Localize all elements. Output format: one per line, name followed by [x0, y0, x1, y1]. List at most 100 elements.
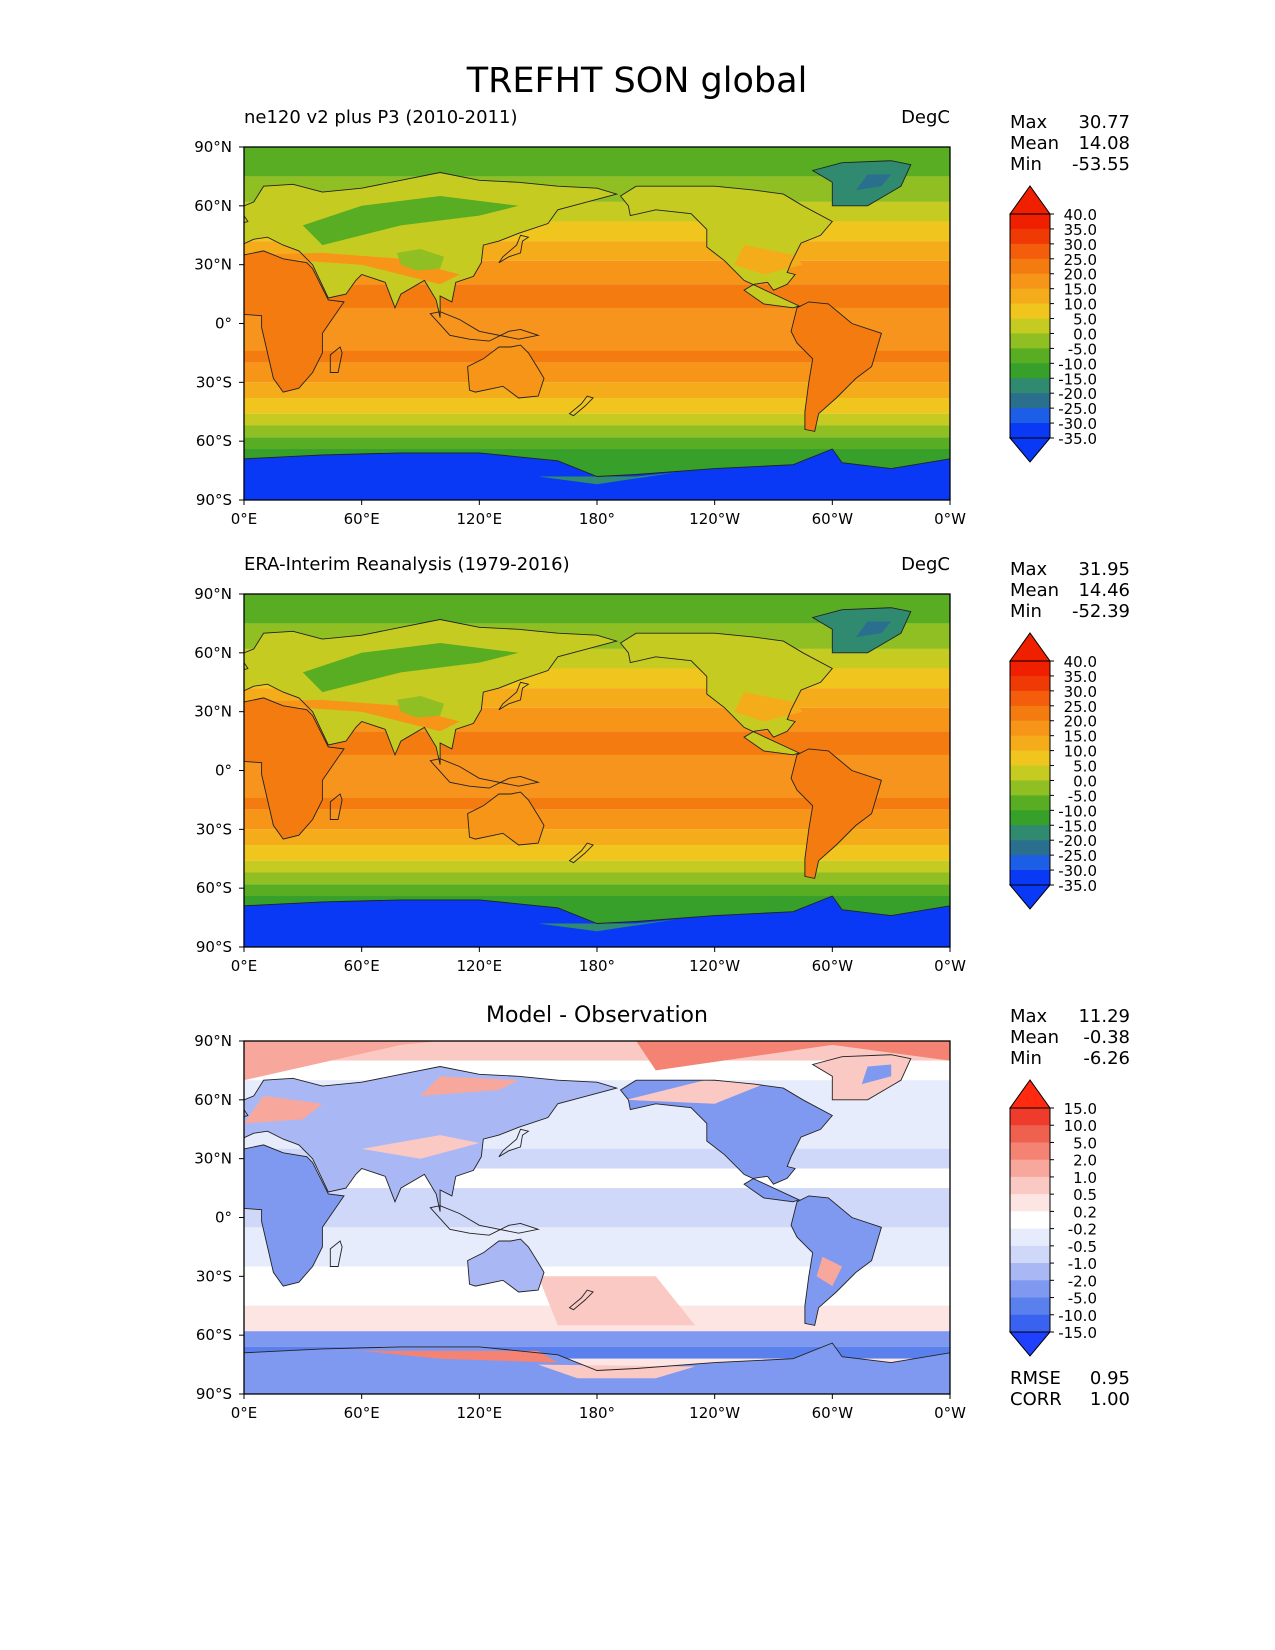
colorbar-bin [1010, 840, 1050, 856]
x-tick-label: 60°E [344, 510, 380, 528]
panel-center-title: Model - Observation [486, 1003, 708, 1028]
colorbar-bin [1010, 705, 1050, 722]
coastline-antarctica [244, 448, 950, 500]
coastline-indonesia [429, 758, 540, 789]
colorbar-bin [1010, 228, 1050, 245]
colorbar-label: -0.2 [1068, 1221, 1097, 1239]
colorbar-label: 20.0 [1064, 713, 1097, 731]
coastline-africa [244, 697, 345, 840]
y-tick-label: 90°N [194, 585, 232, 603]
colorbar-label: 30.0 [1064, 683, 1097, 701]
x-tick-label: 60°E [344, 1404, 380, 1422]
colorbar-label: 10.0 [1064, 296, 1097, 314]
colorbar-label: 0.5 [1073, 1186, 1097, 1204]
x-tick-label: 60°E [344, 957, 380, 975]
colorbar-label: 40.0 [1064, 206, 1097, 224]
coastline-namerica [619, 632, 834, 756]
stat-value: -53.55 [1072, 154, 1130, 175]
colorbar-bin [1010, 243, 1050, 260]
y-tick-label: 30°S [196, 820, 232, 838]
colorbar-bin [1010, 1211, 1050, 1230]
colorbar-bin [1010, 780, 1050, 796]
colorbar-label: -20.0 [1058, 385, 1097, 403]
colorbar-bin [1010, 408, 1050, 424]
colorbar-frame [1009, 660, 1051, 886]
colorbar-label: -15.0 [1058, 1324, 1097, 1342]
coastline-australia [467, 344, 545, 399]
y-tick-label: 90°S [196, 1385, 232, 1403]
colorbar-bin [1010, 318, 1050, 334]
colorbar-label: -15.0 [1058, 370, 1097, 388]
land-siberia-cold [302, 196, 519, 246]
coastline-antarctica [244, 1342, 950, 1394]
coastline-greenland [811, 160, 912, 207]
diff-samerica [791, 1195, 882, 1326]
colorbar-bin [1010, 1228, 1050, 1247]
coastline-japan [498, 1128, 530, 1158]
x-tick-label: 0°W [934, 510, 966, 528]
coastline-nz [568, 395, 594, 417]
colorbar-extend-bottom [1008, 437, 1052, 463]
diff-africa [244, 1144, 344, 1287]
colorbar-bin [1010, 661, 1050, 677]
colorbar-extend-top [1009, 185, 1051, 215]
panel-2: 0°E 60°E 120°E 180° 120°W 60°W 0°W 90°N 60°N 30°N… [194, 554, 1130, 975]
land-namerica [620, 633, 833, 755]
metric-label: RMSE [1010, 1368, 1061, 1389]
y-tick-label: 90°S [196, 938, 232, 956]
y-tick-label: 90°S [196, 491, 232, 509]
x-tick-label: 120°W [689, 957, 740, 975]
colorbar-bin [1010, 735, 1050, 752]
colorbar-extend-top [1009, 1079, 1051, 1109]
panel-units: DegC [901, 554, 950, 575]
metric-value: 0.95 [1090, 1368, 1130, 1389]
colorbar-bin [1010, 1125, 1050, 1143]
colorbar-bin [1010, 825, 1050, 841]
colorbar-label: 35.0 [1064, 221, 1097, 239]
colorbar-bin [1010, 288, 1050, 305]
colorbar-label: 2.0 [1073, 1152, 1097, 1170]
colorbar-label: -5.0 [1068, 787, 1097, 805]
colorbar-label: -25.0 [1058, 400, 1097, 418]
stat-label: Mean [1010, 1027, 1059, 1048]
diff-central-asia [361, 1135, 480, 1159]
diff-band [244, 1346, 950, 1359]
y-tick-label: 30°N [194, 1150, 232, 1168]
colorbar-label: -35.0 [1058, 430, 1097, 448]
land-samerica [791, 748, 882, 879]
y-tick-label: 60°S [196, 432, 232, 450]
land-namerica-south [734, 245, 803, 275]
colorbar-label: 5.0 [1073, 311, 1097, 329]
y-tick-label: 30°S [196, 373, 232, 391]
colorbar-bin [1010, 1263, 1050, 1281]
coastline-indonesia [429, 1205, 540, 1236]
stat-label: Max [1010, 112, 1048, 133]
ross-shelf [538, 919, 676, 932]
land-australia [467, 345, 544, 398]
x-tick-label: 120°E [457, 1404, 503, 1422]
colorbar-bin [1010, 1194, 1050, 1212]
map-field [244, 147, 950, 500]
x-tick-label: 0°W [934, 1404, 966, 1422]
colorbar-bin [1010, 1108, 1050, 1126]
x-tick-label: 120°E [457, 957, 503, 975]
y-tick-label: 60°N [194, 197, 232, 215]
greenland-interior [855, 621, 892, 638]
colorbar-bin [1010, 765, 1050, 781]
colorbar-bin [1010, 1314, 1050, 1333]
colorbar-label: -10.0 [1058, 802, 1097, 820]
coastline-madagascar [329, 346, 343, 373]
y-tick-label: 60°S [196, 1326, 232, 1344]
y-tick-label: 60°S [196, 879, 232, 897]
panel-1: 0°E 60°E 120°E 180° 120°W 60°W 0°W 90°N 60°N 30°N… [194, 107, 1130, 528]
diff-band [244, 1331, 950, 1347]
colorbar-label: 1.0 [1073, 1169, 1097, 1187]
diff-europe [244, 1095, 323, 1124]
diff-ross [538, 1364, 696, 1379]
stat-value: 14.46 [1078, 580, 1130, 601]
y-tick-label: 0° [215, 315, 232, 333]
stat-value: -52.39 [1072, 601, 1130, 622]
diff-siberia [420, 1076, 519, 1096]
temperature-band [244, 845, 950, 861]
stat-value: -0.38 [1083, 1027, 1130, 1048]
